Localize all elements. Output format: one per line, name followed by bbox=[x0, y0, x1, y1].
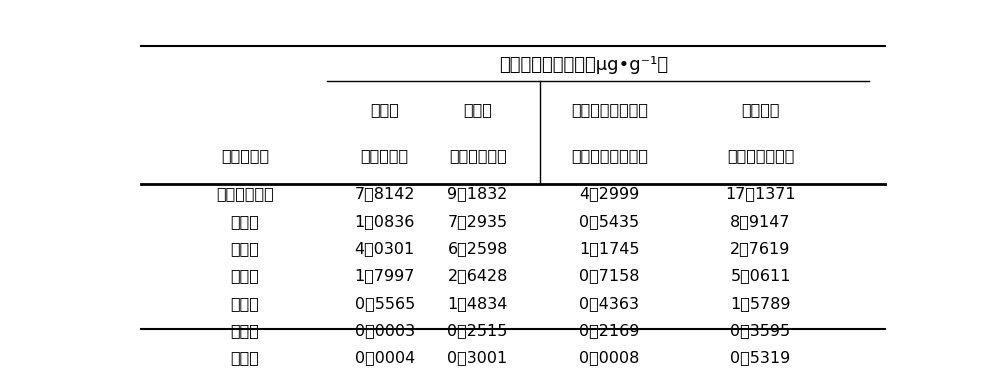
Text: 1．7997: 1．7997 bbox=[354, 269, 415, 283]
Text: 0．0004: 0．0004 bbox=[354, 350, 415, 365]
Text: 酚酸类物质: 酚酸类物质 bbox=[221, 148, 269, 163]
Text: 第二代萌芽林: 第二代萌芽林 bbox=[449, 148, 507, 163]
Text: 2．7619: 2．7619 bbox=[730, 241, 791, 256]
Text: 0．3001: 0．3001 bbox=[448, 350, 508, 365]
Text: 巨尾桉: 巨尾桉 bbox=[463, 102, 492, 117]
Text: 0．7158: 0．7158 bbox=[579, 269, 640, 283]
Text: 6．2598: 6．2598 bbox=[447, 241, 508, 256]
Text: 对羟基苯甲酸: 对羟基苯甲酸 bbox=[216, 186, 274, 202]
Text: 0．5319: 0．5319 bbox=[730, 350, 791, 365]
Text: 0．4363: 0．4363 bbox=[579, 296, 639, 311]
Text: 1．1745: 1．1745 bbox=[579, 241, 640, 256]
Text: 0．3595: 0．3595 bbox=[730, 323, 791, 338]
Text: 第一代纯林: 第一代纯林 bbox=[361, 148, 409, 163]
Text: 0．0008: 0．0008 bbox=[579, 350, 640, 365]
Text: 肉桂酸: 肉桂酸 bbox=[231, 350, 260, 365]
Text: 巨尾桉: 巨尾桉 bbox=[370, 102, 399, 117]
Text: 0．2515: 0．2515 bbox=[447, 323, 508, 338]
Text: 1．4834: 1．4834 bbox=[447, 296, 508, 311]
Text: 0．5435: 0．5435 bbox=[579, 214, 639, 229]
Text: 纯林（第一代）: 纯林（第一代） bbox=[727, 148, 794, 163]
Text: 不同林地酚酸含量（μg•g⁻¹）: 不同林地酚酸含量（μg•g⁻¹） bbox=[500, 56, 669, 74]
Text: 4．0301: 4．0301 bbox=[354, 241, 415, 256]
Text: 0．2169: 0．2169 bbox=[579, 323, 640, 338]
Text: 巨尾桉与马占相思: 巨尾桉与马占相思 bbox=[571, 102, 648, 117]
Text: 阿魏酸: 阿魏酸 bbox=[231, 241, 260, 256]
Text: 混交林（第一代）: 混交林（第一代） bbox=[571, 148, 648, 163]
Text: 0．0003: 0．0003 bbox=[355, 323, 415, 338]
Text: 4．2999: 4．2999 bbox=[579, 186, 640, 202]
Text: 7．8142: 7．8142 bbox=[354, 186, 415, 202]
Text: 9．1832: 9．1832 bbox=[447, 186, 508, 202]
Text: 香豆酸: 香豆酸 bbox=[231, 269, 260, 283]
Text: 1．5789: 1．5789 bbox=[730, 296, 791, 311]
Text: 2．6428: 2．6428 bbox=[447, 269, 508, 283]
Text: 0．5565: 0．5565 bbox=[354, 296, 415, 311]
Text: 苯甲酸: 苯甲酸 bbox=[231, 296, 260, 311]
Text: 1．0836: 1．0836 bbox=[354, 214, 415, 229]
Text: 17．1371: 17．1371 bbox=[725, 186, 796, 202]
Text: 5．0611: 5．0611 bbox=[730, 269, 791, 283]
Text: 马占相思: 马占相思 bbox=[741, 102, 780, 117]
Text: 水杨酸: 水杨酸 bbox=[231, 323, 260, 338]
Text: 7．2935: 7．2935 bbox=[448, 214, 508, 229]
Text: 8．9147: 8．9147 bbox=[730, 214, 791, 229]
Text: 香草酸: 香草酸 bbox=[231, 214, 260, 229]
